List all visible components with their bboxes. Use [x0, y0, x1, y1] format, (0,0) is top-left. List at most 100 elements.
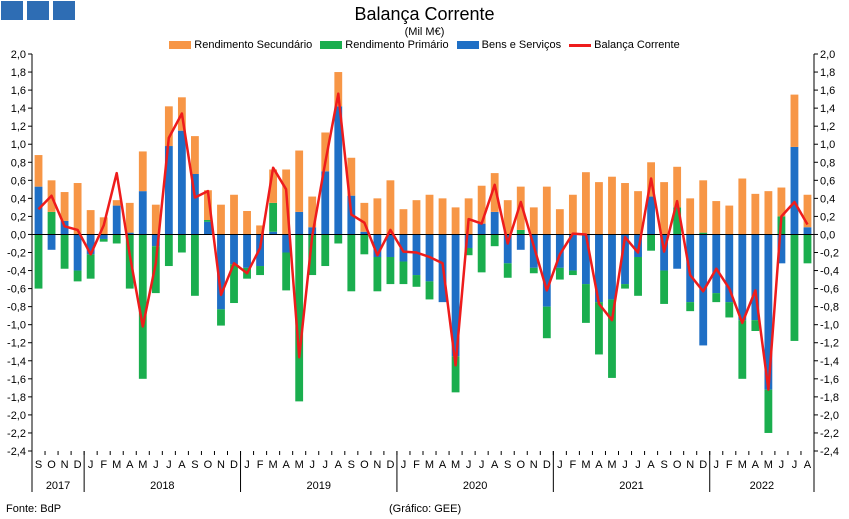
x-tick-label: M: [269, 459, 278, 471]
y-tick-label-right: 1,0: [820, 139, 835, 151]
bar-secundario: [634, 191, 642, 235]
x-tick-label: D: [74, 459, 82, 471]
bar-primario: [738, 320, 747, 379]
bar-secundario: [230, 194, 238, 235]
y-tick-label-left: -0,6: [7, 284, 26, 296]
year-label: 2017: [46, 480, 70, 492]
bar-secundario: [608, 176, 616, 235]
bar-bens: [516, 234, 525, 250]
bar-primario: [647, 234, 655, 251]
bar-bens: [477, 223, 486, 235]
y-tick-label-left: -2,2: [7, 428, 26, 440]
y-tick-label-left: 1,4: [11, 103, 26, 115]
y-tick-label-left: 2,0: [11, 49, 26, 61]
bar-primario: [660, 270, 669, 304]
x-tick-label: M: [295, 459, 304, 471]
bar-bens: [503, 234, 512, 264]
bar-bens: [764, 234, 773, 390]
bar-bens: [555, 234, 564, 268]
y-tick-label-left: -1,0: [7, 320, 26, 332]
bar-primario: [464, 247, 473, 256]
bar-primario: [568, 270, 577, 276]
bar-primario: [529, 267, 538, 274]
year-label: 2018: [150, 480, 174, 492]
bar-bens: [451, 234, 460, 357]
logo-block-1: [1, 1, 23, 20]
bar-secundario: [660, 182, 669, 235]
bar-primario: [321, 234, 330, 267]
bar-bens: [608, 234, 616, 300]
chart-title: Balança Corrente: [354, 4, 495, 24]
bar-secundario: [725, 205, 734, 235]
bar-primario: [191, 234, 199, 296]
y-tick-label-left: 0,0: [11, 229, 26, 241]
x-tick-label: J: [88, 459, 94, 471]
bar-primario: [177, 234, 186, 253]
bar-secundario: [582, 172, 590, 235]
x-tick-label: M: [581, 459, 590, 471]
legend-label-balanca: Balança Corrente: [594, 39, 680, 51]
x-tick-label: S: [191, 459, 198, 471]
bar-bens: [334, 106, 343, 235]
y-tick-label-right: 0,6: [820, 175, 835, 187]
y-tick-label-right: -0,2: [820, 248, 839, 260]
y-tick-label-right: 0,2: [820, 211, 835, 223]
bar-primario: [230, 264, 238, 304]
bar-bens: [191, 174, 199, 235]
bar-secundario: [217, 204, 225, 235]
x-tick-label: S: [348, 459, 355, 471]
bar-primario: [542, 306, 551, 339]
bar-bens: [86, 234, 95, 255]
bar-primario: [164, 234, 173, 267]
y-tick-label-left: 1,0: [11, 139, 26, 151]
bar-secundario: [204, 190, 212, 221]
bar-secundario: [34, 155, 43, 187]
bar-secundario: [269, 169, 278, 203]
bar-secundario: [112, 200, 121, 206]
bar-secundario: [151, 204, 160, 235]
bar-primario: [347, 234, 356, 292]
bar-bens: [568, 234, 577, 271]
y-tick-label-left: -2,4: [7, 446, 26, 458]
x-tick-label: J: [557, 459, 563, 471]
bar-bens: [177, 130, 186, 235]
x-tick-label: A: [178, 459, 186, 471]
bar-primario: [503, 263, 512, 278]
bar-secundario: [360, 202, 369, 232]
bar-primario: [595, 302, 603, 355]
bar-bens: [621, 234, 629, 285]
x-tick-label: J: [244, 459, 250, 471]
bar-primario: [269, 202, 278, 232]
bar-secundario: [425, 194, 434, 235]
legend-swatch-secundario: [169, 41, 192, 49]
bar-secundario: [125, 202, 134, 233]
x-tick-label: A: [491, 459, 499, 471]
bar-bens: [151, 234, 160, 247]
x-tick-label: F: [413, 459, 420, 471]
x-tick-label: F: [257, 459, 264, 471]
bar-primario: [725, 302, 734, 318]
bar-secundario: [503, 200, 512, 235]
x-tick-label: F: [100, 459, 107, 471]
y-tick-label-left: 0,2: [11, 211, 26, 223]
bar-primario: [425, 281, 434, 300]
bar-primario: [673, 207, 682, 235]
bar-secundario: [529, 207, 538, 235]
legend-swatch-primario: [320, 41, 343, 49]
chart-legend: Rendimento Secundário Rendimento Primári…: [0, 39, 849, 51]
bar-secundario: [73, 183, 82, 235]
bar-primario: [490, 234, 499, 247]
bar-bens: [230, 234, 238, 265]
bar-secundario: [243, 210, 251, 235]
y-tick-label-left: 0,8: [11, 157, 26, 169]
bar-bens: [542, 234, 551, 307]
x-tick-label: A: [335, 459, 343, 471]
line-balanca-corrente: [37, 92, 809, 391]
y-tick-label-right: -1,8: [820, 392, 839, 404]
bar-primario: [256, 266, 264, 276]
bar-primario: [60, 234, 69, 269]
logo-block-3: [53, 1, 75, 20]
x-tick-label: M: [451, 459, 460, 471]
y-tick-label-left: 1,6: [11, 85, 26, 97]
